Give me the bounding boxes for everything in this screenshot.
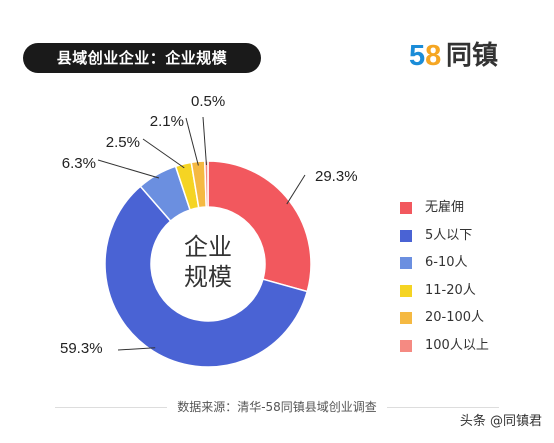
value-label-11-20: 2.5% <box>106 134 140 151</box>
legend-label-6-10: 6-10人 <box>425 255 468 270</box>
leader-lines <box>97 116 306 351</box>
center-label-line1: 企业 <box>184 233 232 261</box>
logo-digit-5: 5 <box>409 40 426 72</box>
chart-title: 县域创业企业：企业规模 <box>23 43 261 73</box>
slice-over100 <box>203 160 209 208</box>
footer-source-wrap: 数据来源：清华-58同镇县域创业调查 <box>0 398 554 416</box>
leader-line-6-10 <box>97 159 160 179</box>
leader-line-over100 <box>202 116 207 166</box>
watermark: 头条 @同镇君 <box>459 414 542 429</box>
leader-line-20-100 <box>185 117 199 166</box>
leader-line-none <box>286 174 306 205</box>
slice-none <box>207 160 312 293</box>
leader-line-under5 <box>117 347 156 351</box>
value-label-under5: 59.3% <box>60 340 103 357</box>
center-label-line2: 规模 <box>184 263 232 291</box>
legend-swatch-6-10 <box>400 257 412 269</box>
value-labels: 29.3% 59.3% 6.3% 2.5% 2.1% 0.5% <box>60 93 358 357</box>
donut-slices <box>104 160 312 368</box>
value-label-20-100: 2.1% <box>150 113 184 130</box>
legend-label-over100: 100人以上 <box>425 337 489 353</box>
logo-digit-8: 8 <box>425 40 442 72</box>
value-label-6-10: 6.3% <box>62 155 96 172</box>
slice-under5 <box>104 185 309 368</box>
legend-swatch-over100 <box>400 339 412 352</box>
legend-swatch-under5 <box>400 229 412 242</box>
legend-label-11-20: 11-20人 <box>425 282 476 298</box>
legend-swatch-none <box>400 202 412 214</box>
legend-swatch-11-20 <box>400 284 412 297</box>
logo-number: 58 <box>409 38 441 74</box>
legend-label-20-100: 20-100人 <box>425 310 485 325</box>
logo-text: 同镇 <box>446 41 499 71</box>
value-label-none: 29.3% <box>315 168 358 185</box>
leader-line-11-20 <box>142 138 185 169</box>
legend-swatch-20-100 <box>400 312 412 324</box>
legend-label-under5: 5人以下 <box>425 227 473 243</box>
legend-label-none: 无雇佣 <box>425 200 465 215</box>
value-label-over100: 0.5% <box>191 93 225 110</box>
footer-source: 数据来源：清华-58同镇县域创业调查 <box>167 400 387 414</box>
